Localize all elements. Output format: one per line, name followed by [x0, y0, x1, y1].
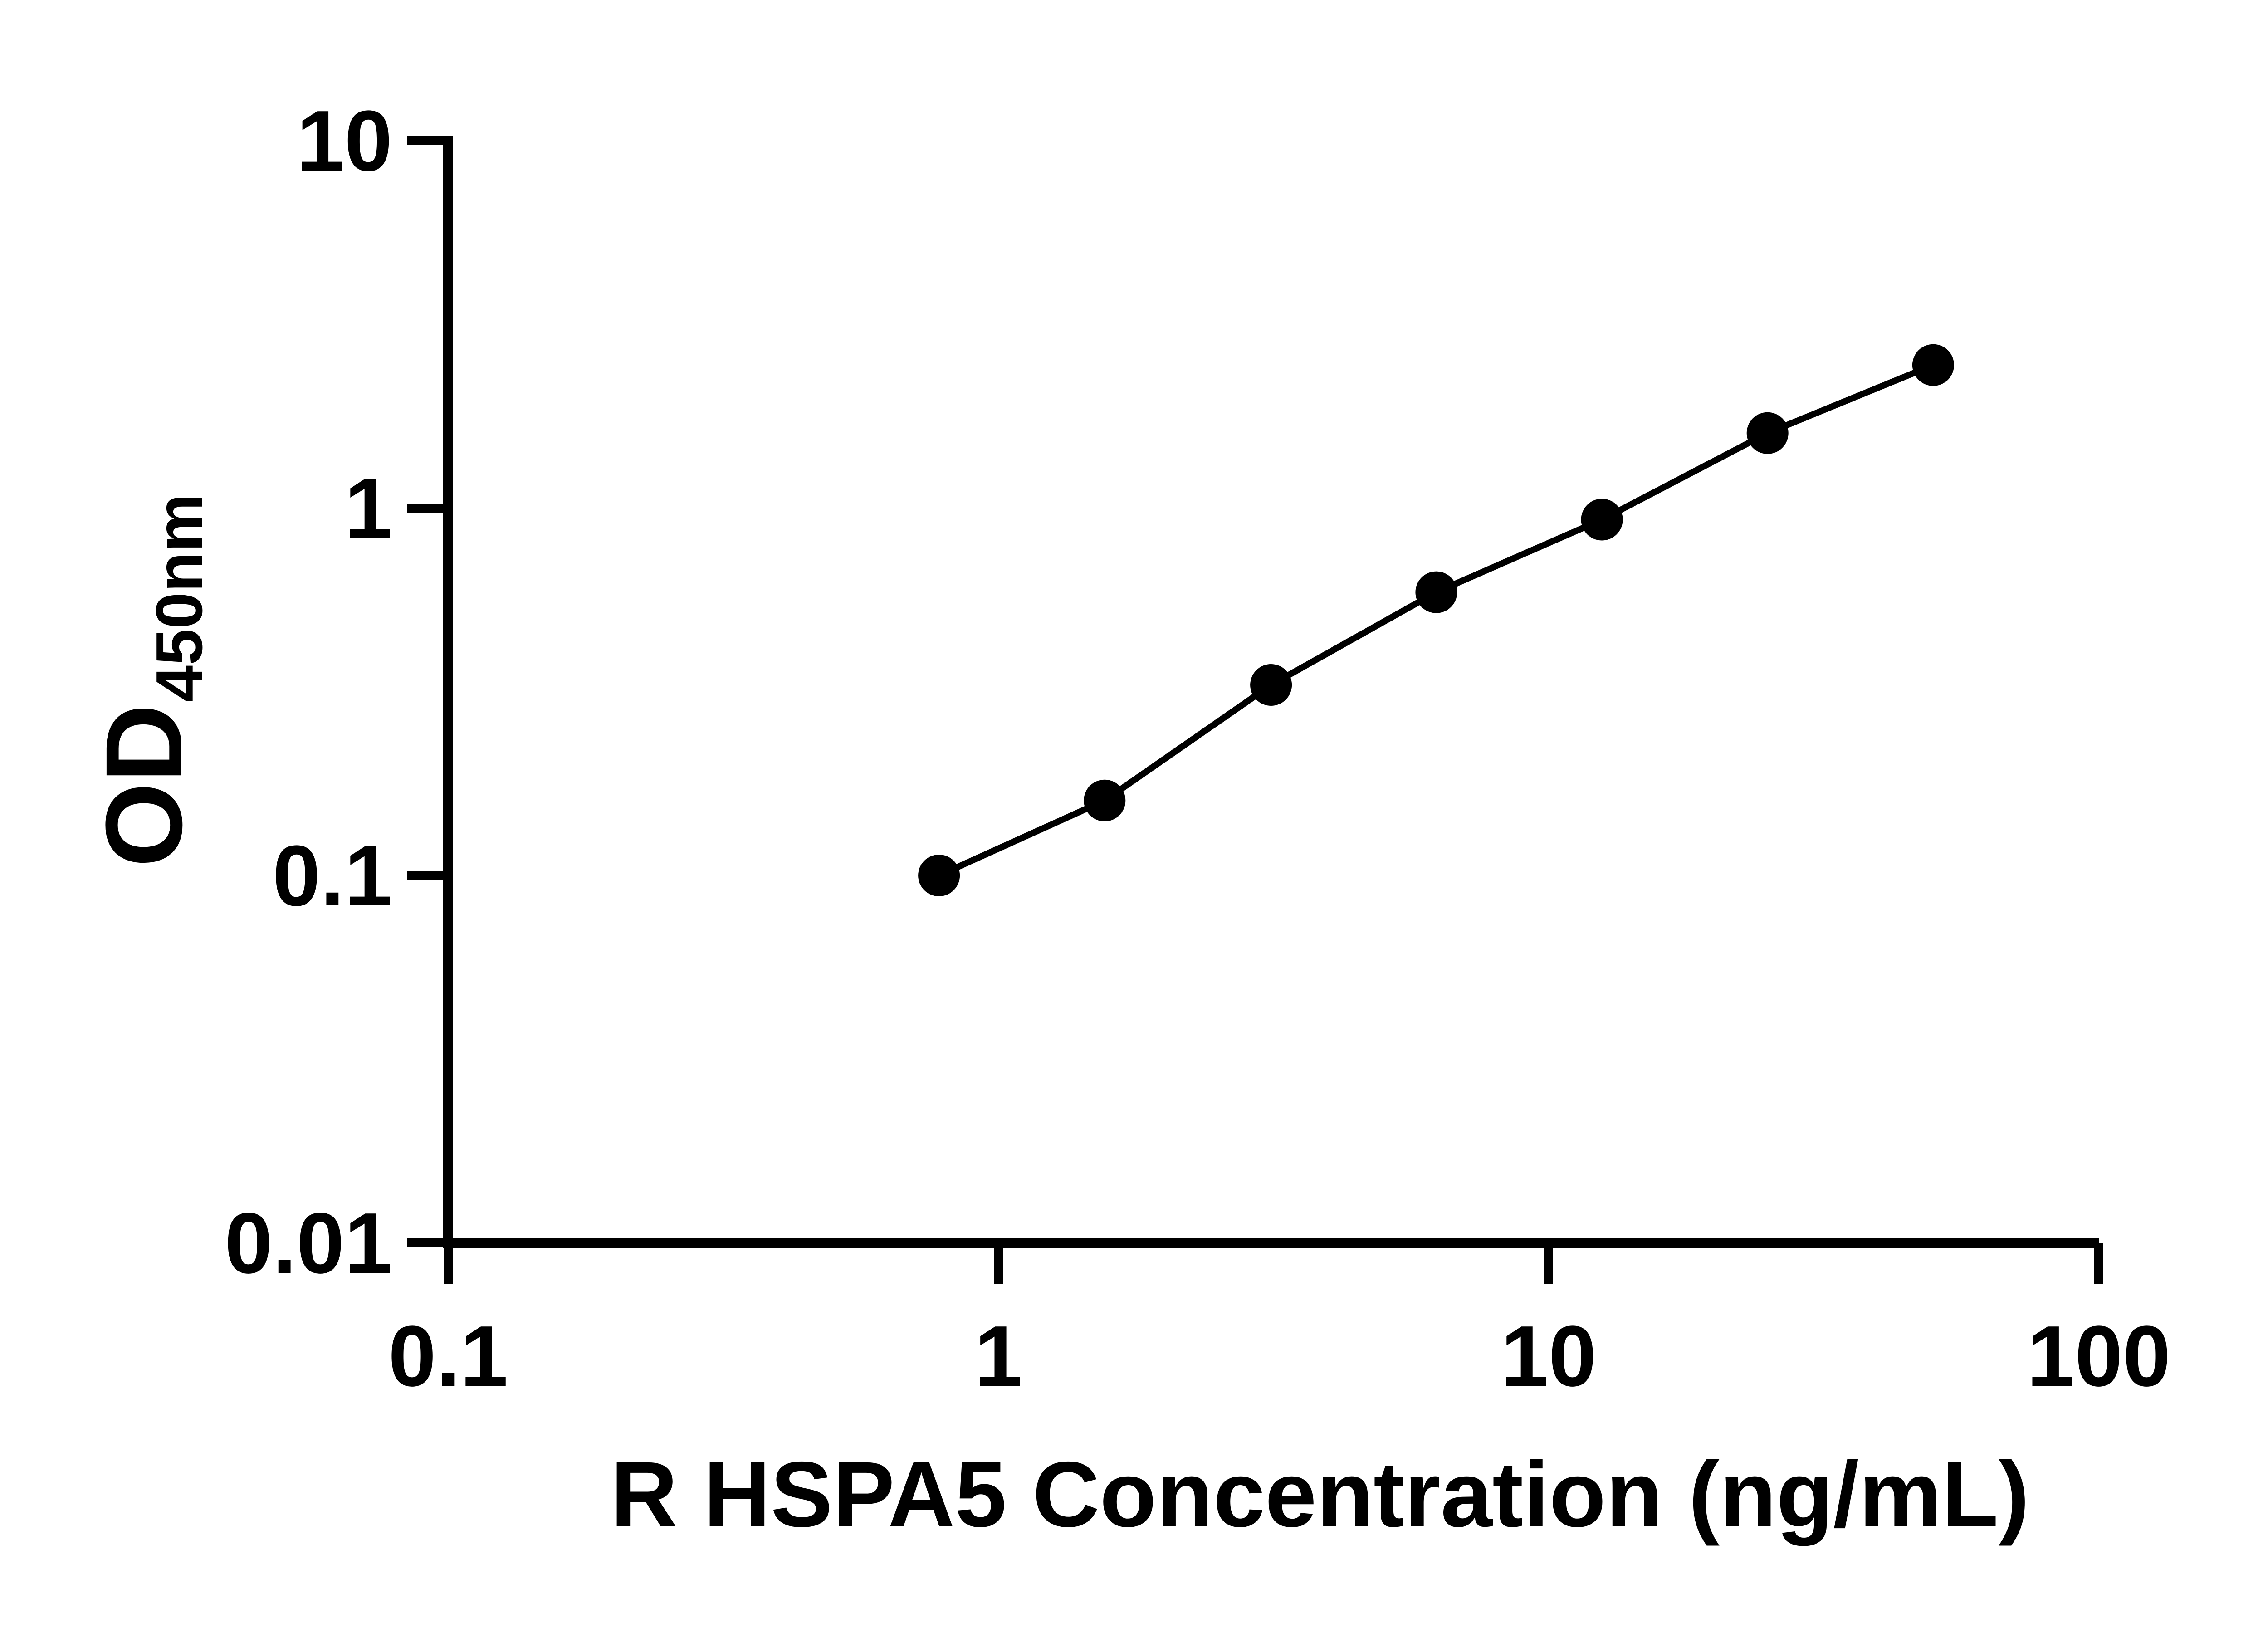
x-tick-0: 0.1	[388, 1243, 508, 1404]
x-axis-ticks: 0.1 1 10 100	[388, 1243, 2171, 1404]
data-point	[1912, 344, 1954, 386]
data-point	[1415, 571, 1457, 613]
y-axis-title-subscript: 450nm	[142, 494, 216, 702]
series	[918, 344, 1954, 896]
x-tick-2: 10	[1501, 1243, 1597, 1404]
x-tick-label: 10	[1501, 1308, 1596, 1404]
y-tick-2: 0.1	[273, 828, 453, 924]
y-axis-title: OD 450nm	[83, 494, 216, 867]
x-tick-label: 100	[2027, 1308, 2170, 1404]
y-tick-label: 0.01	[225, 1195, 392, 1291]
y-tick-3: 0.01	[225, 1195, 453, 1291]
x-tick-3: 100	[2027, 1243, 2171, 1404]
y-tick-1: 1	[344, 460, 453, 557]
x-tick-label: 0.1	[388, 1308, 508, 1404]
x-tick-1: 1	[974, 1243, 1022, 1404]
data-point	[918, 855, 960, 896]
data-point	[1746, 412, 1789, 454]
y-axis-ticks: 10 1 0.1 0.01	[225, 93, 453, 1291]
y-tick-label: 0.1	[273, 828, 392, 924]
data-point	[1581, 499, 1623, 541]
y-axis-title-main: OD	[83, 704, 205, 867]
x-axis-title: R HSPA5 Concentration (ng/mL)	[611, 1442, 2029, 1546]
axes	[443, 136, 2099, 1248]
y-tick-label: 1	[344, 460, 392, 557]
y-tick-0: 10	[297, 93, 453, 189]
x-tick-label: 1	[974, 1308, 1022, 1404]
data-point	[1084, 779, 1126, 821]
data-point	[1250, 664, 1292, 706]
y-tick-label: 10	[297, 93, 392, 189]
